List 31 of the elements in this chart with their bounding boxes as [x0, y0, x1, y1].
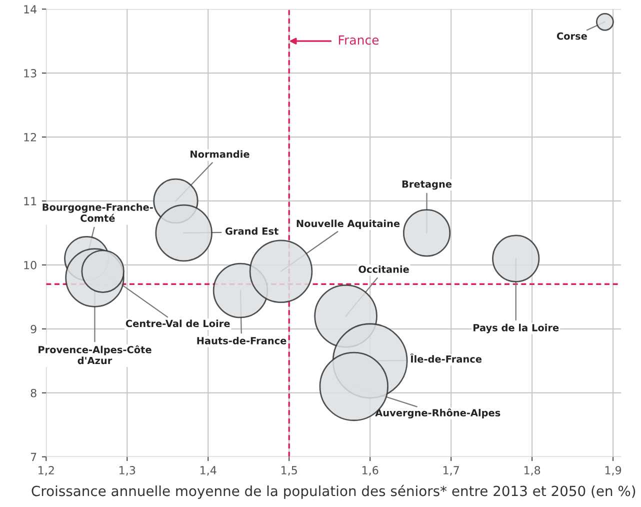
- y-tick-label: 13: [24, 69, 36, 78]
- annotation: Bretagne: [402, 180, 452, 190]
- annotation: Normandie: [190, 150, 250, 158]
- annotation: Provence-Alpes-Côte d'Azur: [38, 345, 152, 364]
- x-tick-label: 1,8: [524, 466, 540, 476]
- x-tick-label: 1,3: [120, 466, 136, 476]
- annotation: Île-de-France: [410, 354, 482, 363]
- annotation: Pays de la Loire: [474, 324, 559, 334]
- y-tick-label: 12: [24, 133, 36, 142]
- x-tick-label: 1,2: [38, 466, 54, 476]
- annotation: Auvergne-Rhône-Alpes: [375, 408, 500, 418]
- annotation: Corse: [556, 32, 587, 40]
- annotation: Centre-Val de Loire: [126, 320, 230, 328]
- x-tick-label: 1,5: [281, 466, 297, 476]
- x-tick-label: 1,7: [443, 466, 459, 476]
- annotation: Hauts-de-France: [197, 336, 286, 344]
- x-tick-label: 1,9: [605, 466, 622, 476]
- y-tick-label: 7: [30, 452, 36, 462]
- annotation: France: [338, 35, 379, 45]
- y-tick-label: 8: [30, 388, 36, 398]
- x-tick-label: 1,6: [362, 466, 378, 476]
- annotation: Grand Est: [225, 227, 278, 235]
- y-tick-label: 11: [24, 197, 36, 206]
- y-tick-label: 9: [30, 324, 36, 334]
- annotation: Occitanie: [358, 265, 409, 273]
- annotation: Nouvelle Aquitaine: [296, 220, 400, 230]
- x-tick-label: 1,4: [200, 466, 216, 476]
- annotation: Bourgogne-Franche- Comté: [42, 203, 153, 222]
- y-tick-label: 14: [24, 5, 36, 14]
- x-axis-title: Croissance annuelle moyenne de la population des séniors* entre 2013 et 2050 (en %): [32, 484, 636, 499]
- y-tick-label: 10: [24, 260, 36, 270]
